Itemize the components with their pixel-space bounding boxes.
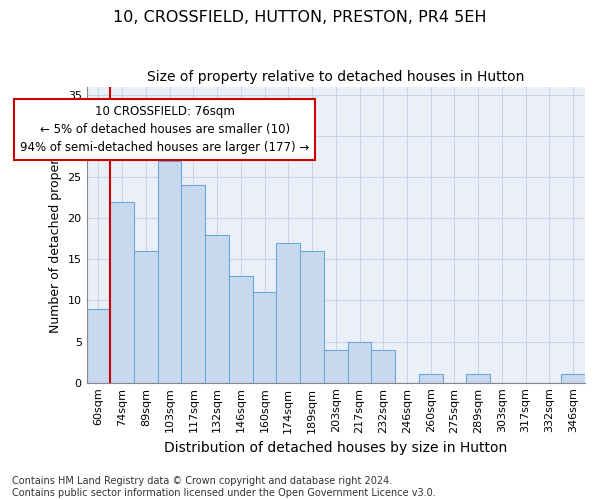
Bar (347, 342, 371, 382)
Bar (158, 160, 181, 382)
Bar (466, 374, 490, 382)
Bar (110, 202, 134, 382)
X-axis label: Distribution of detached houses by size in Hutton: Distribution of detached houses by size … (164, 441, 508, 455)
Title: Size of property relative to detached houses in Hutton: Size of property relative to detached ho… (147, 70, 524, 84)
Bar (300, 251, 324, 382)
Text: 10 CROSSFIELD: 76sqm
← 5% of detached houses are smaller (10)
94% of semi-detach: 10 CROSSFIELD: 76sqm ← 5% of detached ho… (20, 104, 310, 154)
Y-axis label: Number of detached properties: Number of detached properties (49, 136, 62, 333)
Text: Contains HM Land Registry data © Crown copyright and database right 2024.
Contai: Contains HM Land Registry data © Crown c… (12, 476, 436, 498)
Bar (134, 251, 158, 382)
Bar (324, 350, 347, 382)
Bar (371, 350, 395, 382)
Bar (419, 374, 443, 382)
Bar (253, 292, 277, 382)
Bar (205, 234, 229, 382)
Bar (181, 186, 205, 382)
Bar (277, 243, 300, 382)
Bar (561, 374, 585, 382)
Bar (229, 276, 253, 382)
Text: 10, CROSSFIELD, HUTTON, PRESTON, PR4 5EH: 10, CROSSFIELD, HUTTON, PRESTON, PR4 5EH (113, 10, 487, 25)
Bar (86, 308, 110, 382)
